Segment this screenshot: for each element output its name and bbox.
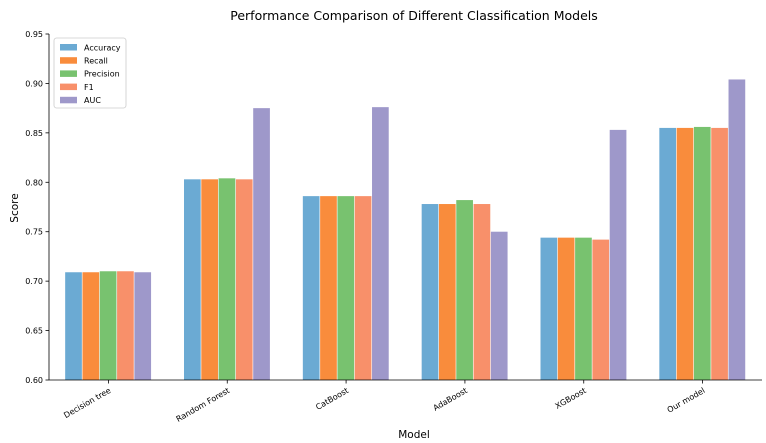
y-tick-label: 0.60 bbox=[25, 376, 43, 385]
bar-accuracy-our-model bbox=[659, 127, 677, 380]
bar-precision-xgboost bbox=[575, 237, 592, 380]
x-tick-label: Our model bbox=[666, 386, 707, 415]
bars-group bbox=[65, 79, 746, 381]
bar-accuracy-decision-tree bbox=[65, 272, 82, 380]
bar-f1-xgboost bbox=[592, 239, 610, 380]
y-tick-label: 0.85 bbox=[25, 129, 43, 138]
y-tick-label: 0.75 bbox=[25, 228, 43, 237]
legend-swatch-recall bbox=[60, 57, 77, 64]
bar-recall-decision-tree bbox=[82, 272, 100, 380]
bar-precision-our-model bbox=[693, 126, 711, 381]
bar-precision-random-forest bbox=[218, 178, 236, 380]
bar-recall-our-model bbox=[676, 127, 694, 380]
bar-accuracy-catboost bbox=[302, 196, 320, 380]
bar-accuracy-random-forest bbox=[184, 179, 201, 380]
x-tick-label: CatBoost bbox=[314, 386, 350, 412]
y-tick-label: 0.95 bbox=[25, 30, 43, 39]
bar-precision-decision-tree bbox=[99, 271, 117, 380]
y-tick-label: 0.70 bbox=[25, 277, 43, 286]
x-tick-label: Random Forest bbox=[175, 386, 232, 424]
bar-recall-catboost bbox=[320, 196, 337, 380]
bar-auc-adaboost bbox=[490, 231, 508, 380]
bar-auc-random-forest bbox=[253, 108, 270, 380]
legend-swatch-auc bbox=[60, 96, 77, 104]
y-axis-label: Score bbox=[9, 193, 21, 222]
legend-swatch-f1 bbox=[60, 83, 77, 91]
bar-f1-our-model bbox=[711, 127, 728, 380]
bar-precision-catboost bbox=[337, 196, 355, 380]
legend-label-recall: Recall bbox=[84, 57, 108, 66]
legend: Accuracy Recall Precision F1 AUC bbox=[53, 37, 127, 109]
bar-accuracy-adaboost bbox=[421, 204, 439, 380]
y-tick-label: 0.90 bbox=[25, 79, 43, 88]
bar-recall-adaboost bbox=[438, 204, 456, 380]
y-tick-label: 0.65 bbox=[25, 327, 43, 336]
y-tick-label: 0.80 bbox=[25, 178, 43, 187]
legend-label-precision: Precision bbox=[84, 70, 120, 79]
bar-precision-adaboost bbox=[456, 200, 473, 380]
x-axis-label: Model bbox=[398, 429, 430, 441]
bar-accuracy-xgboost bbox=[540, 237, 558, 380]
bar-auc-xgboost bbox=[609, 129, 627, 380]
legend-label-f1: F1 bbox=[84, 83, 94, 92]
bar-f1-catboost bbox=[354, 196, 372, 380]
bar-auc-our-model bbox=[728, 79, 746, 380]
bar-recall-random-forest bbox=[201, 179, 218, 380]
legend-swatch-accuracy bbox=[60, 44, 77, 51]
bar-auc-catboost bbox=[372, 107, 389, 381]
legend-label-auc: AUC bbox=[84, 96, 101, 105]
bar-auc-decision-tree bbox=[134, 272, 152, 380]
chart-title: Performance Comparison of Different Clas… bbox=[230, 8, 598, 23]
bar-f1-adaboost bbox=[473, 204, 491, 380]
legend-frame bbox=[53, 37, 127, 109]
legend-label-accuracy: Accuracy bbox=[84, 43, 121, 52]
bar-f1-decision-tree bbox=[117, 271, 134, 380]
bar-recall-xgboost bbox=[557, 237, 575, 380]
legend-swatch-precision bbox=[60, 70, 77, 77]
x-tick-label: AdaBoost bbox=[432, 386, 469, 413]
x-tick-label: Decision tree bbox=[62, 386, 112, 420]
x-tick-label: XGBoost bbox=[554, 386, 588, 411]
bar-f1-random-forest bbox=[235, 179, 253, 380]
